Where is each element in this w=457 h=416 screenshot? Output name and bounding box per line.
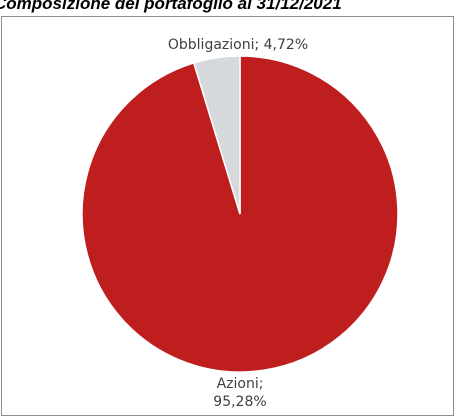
label-obbligazioni: Obbligazioni; 4,72% [168,37,308,53]
slice-obbligazioni [192,55,241,215]
label-azioni-value: 95,28% [213,394,266,410]
label-azioni-name: Azioni; [217,376,264,392]
chart-title: Composizione del portafoglio al 31/12/20… [0,0,342,13]
pie-slices [81,55,399,373]
